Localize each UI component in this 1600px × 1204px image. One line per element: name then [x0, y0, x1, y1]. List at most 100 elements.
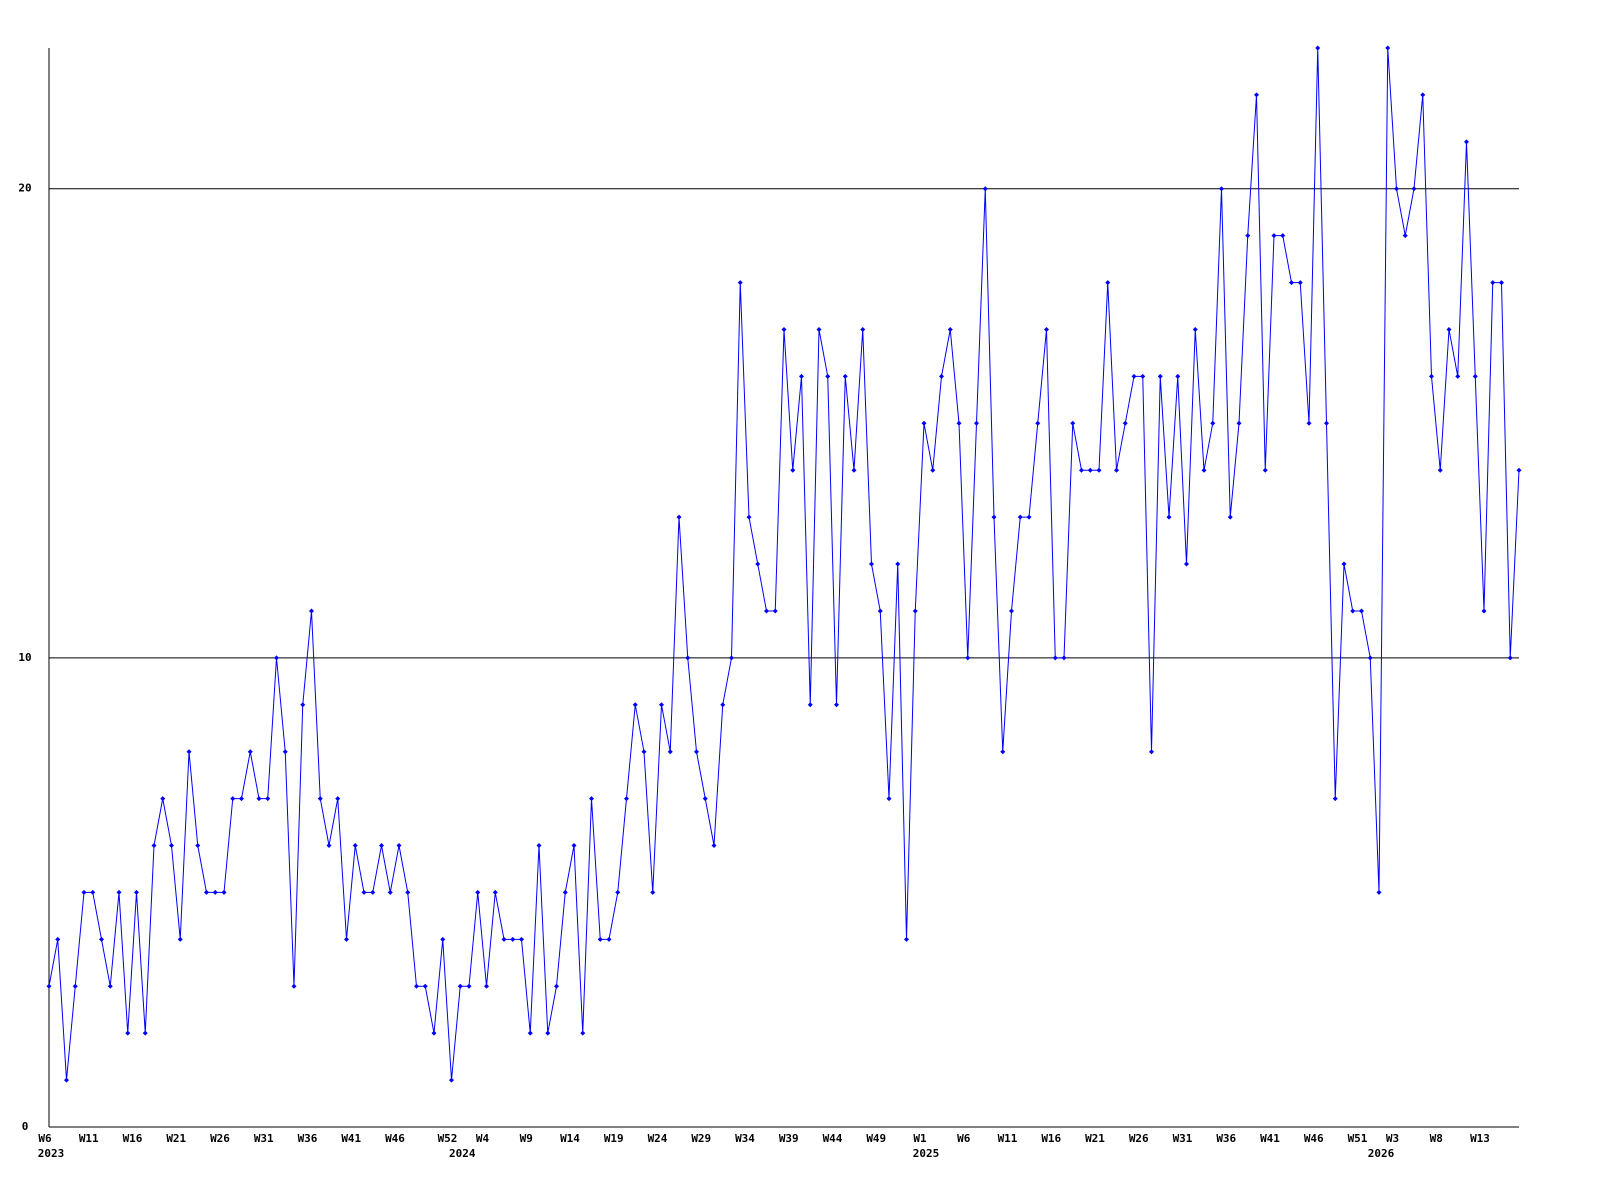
data-point: [1140, 373, 1146, 379]
data-point: [956, 420, 962, 426]
x-tick-label: W34: [735, 1132, 755, 1145]
x-tick-label: W14: [560, 1132, 580, 1145]
data-point: [921, 420, 927, 426]
data-point: [344, 936, 349, 942]
data-point: [694, 749, 699, 755]
data-point: [536, 843, 542, 849]
x-tick-label: W21: [1085, 1132, 1105, 1145]
data-point: [1035, 420, 1041, 426]
x-tick-label: W11: [79, 1132, 99, 1145]
data-point: [746, 514, 752, 520]
data-point: [177, 936, 183, 942]
data-point: [790, 467, 796, 473]
x-tick-label: W44: [823, 1132, 843, 1145]
data-point: [510, 936, 516, 942]
x-tick-label: W36: [298, 1132, 318, 1145]
x-tick-label: W49: [866, 1132, 886, 1145]
data-point: [930, 467, 936, 473]
data-point: [186, 749, 192, 755]
data-point: [1481, 608, 1487, 614]
data-point: [1280, 233, 1286, 239]
data-point: [195, 843, 201, 849]
data-point: [1332, 796, 1338, 802]
data-point: [1184, 561, 1189, 567]
data-point: [1026, 514, 1032, 520]
data-point: [965, 655, 971, 661]
data-point: [204, 889, 209, 895]
data-point: [554, 983, 559, 989]
data-point: [1061, 655, 1067, 661]
data-point: [466, 983, 472, 989]
data-point: [842, 373, 848, 379]
y-tick-label: 10: [18, 651, 31, 664]
data-point: [1464, 139, 1469, 145]
data-point: [895, 561, 901, 567]
data-point: [1429, 373, 1434, 379]
data-point: [632, 702, 638, 708]
data-point: [1210, 420, 1216, 426]
data-point: [860, 326, 866, 332]
x-tick-label: W8: [1430, 1132, 1443, 1145]
x-tick-label: W16: [123, 1132, 143, 1145]
data-point: [72, 983, 78, 989]
data-point: [1166, 514, 1172, 520]
data-point: [624, 796, 629, 802]
data-point: [1385, 45, 1391, 51]
data-point: [851, 467, 857, 473]
data-point: [1271, 233, 1277, 239]
data-point: [1149, 749, 1154, 755]
data-point: [1297, 280, 1303, 286]
x-tick-label: W41: [341, 1132, 361, 1145]
data-point: [764, 608, 769, 614]
data-point: [1070, 420, 1076, 426]
data-point: [1367, 655, 1373, 661]
data-point: [807, 702, 813, 708]
data-point: [1122, 420, 1128, 426]
data-point: [239, 796, 244, 802]
x-tick-label: W46: [385, 1132, 405, 1145]
data-point: [282, 749, 288, 755]
x-tick-label: W52: [438, 1132, 458, 1145]
data-point: [64, 1077, 69, 1083]
x-tick-label: W1: [913, 1132, 927, 1145]
data-point: [606, 936, 612, 942]
data-point: [720, 702, 726, 708]
data-point: [379, 843, 384, 849]
data-point: [1315, 45, 1321, 51]
data-point: [1490, 280, 1496, 286]
x-tick-label: W39: [779, 1132, 799, 1145]
data-point: [711, 843, 717, 849]
data-point: [326, 843, 332, 849]
data-point: [1192, 326, 1198, 332]
data-point: [1219, 186, 1224, 192]
data-point: [1245, 233, 1251, 239]
data-point: [265, 796, 271, 802]
data-point: [387, 889, 393, 895]
data-point: [300, 702, 306, 708]
data-point: [317, 796, 323, 802]
year-label: 2026: [1368, 1147, 1395, 1160]
year-label: 2024: [449, 1147, 476, 1160]
data-point: [247, 749, 253, 755]
x-tick-label: W41: [1260, 1132, 1280, 1145]
data-point: [160, 796, 166, 802]
data-point: [1324, 420, 1329, 426]
data-point: [361, 889, 367, 895]
x-tick-label: W9: [520, 1132, 533, 1145]
x-tick-label: W26: [210, 1132, 230, 1145]
data-point: [1446, 326, 1452, 332]
data-point: [99, 936, 104, 942]
x-tick-label: W13: [1470, 1132, 1490, 1145]
data-point: [1114, 467, 1119, 473]
data-point: [886, 796, 892, 802]
data-point: [352, 843, 358, 849]
data-point: [125, 1030, 131, 1036]
data-point: [834, 702, 839, 708]
data-point: [1009, 608, 1014, 614]
x-tick-label: W46: [1304, 1132, 1324, 1145]
data-point: [309, 608, 314, 614]
x-tick-label: W29: [691, 1132, 711, 1145]
data-point: [1499, 280, 1504, 286]
data-point: [116, 889, 122, 895]
